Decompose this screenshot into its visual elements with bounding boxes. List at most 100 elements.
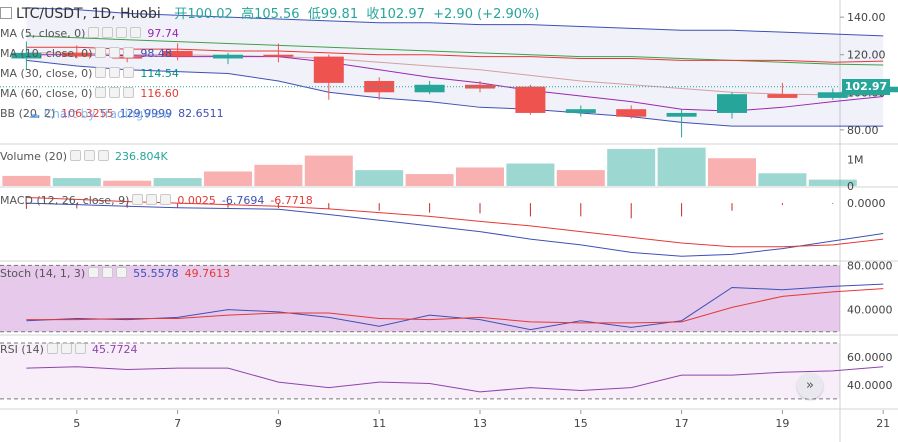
rsi-band-fill bbox=[0, 342, 840, 399]
open-value: 100.02 bbox=[187, 7, 233, 22]
legend-bb-basis: 106.3255 bbox=[61, 107, 114, 120]
eye-icon[interactable] bbox=[88, 267, 100, 278]
bollinger-upper-line bbox=[26, 7, 884, 37]
close-label: 收 bbox=[366, 7, 380, 22]
gear-icon[interactable] bbox=[146, 194, 158, 205]
low-value: 99.81 bbox=[320, 7, 359, 22]
legend-rsi[interactable]: RSI (14) 45.7724 bbox=[0, 343, 137, 357]
stoch-tick-label: 40.0000 bbox=[847, 304, 893, 317]
volume-bar bbox=[405, 174, 454, 186]
legend-ma60[interactable]: MA (60, close, 0) 116.60 bbox=[0, 87, 179, 101]
price-tick-label: 80.00 bbox=[847, 124, 879, 137]
gear-icon[interactable] bbox=[60, 343, 72, 354]
legend-bb[interactable]: BB (20, 2) 106.3255 129.9999 82.6511 bbox=[0, 107, 224, 121]
legend-ma30[interactable]: MA (30, close, 0) 114.54 bbox=[0, 67, 179, 81]
legend-stoch-k: 55.5578 bbox=[133, 267, 179, 280]
eye-icon[interactable] bbox=[70, 150, 81, 161]
volume-bar bbox=[657, 147, 706, 186]
gear-icon[interactable] bbox=[109, 67, 121, 78]
close-icon[interactable] bbox=[123, 87, 135, 98]
eye-icon[interactable] bbox=[95, 87, 107, 98]
change-value: +2.90 (+2.90%) bbox=[433, 7, 540, 22]
legend-stoch[interactable]: Stoch (14, 1, 3) 55.5578 49.7613 bbox=[0, 267, 230, 281]
legend-ma60-value: 116.60 bbox=[140, 87, 179, 100]
open-label: 开 bbox=[174, 7, 188, 22]
high-value: 105.56 bbox=[254, 7, 300, 22]
volume-bar bbox=[355, 170, 404, 186]
gear-icon[interactable] bbox=[84, 150, 95, 161]
legend-rsi-value: 45.7724 bbox=[91, 343, 138, 356]
legend-macd[interactable]: MACD (12, 26, close, 9) 0.0025 -6.7694 -6.7… bbox=[0, 194, 313, 208]
close-icon[interactable] bbox=[98, 150, 109, 161]
eye-icon[interactable] bbox=[46, 343, 58, 354]
legend-ma5[interactable]: MA (5, close, 0) 97.74 bbox=[0, 27, 179, 41]
close-icon[interactable] bbox=[123, 67, 135, 78]
close-icon[interactable] bbox=[74, 343, 86, 354]
eye-icon[interactable] bbox=[88, 27, 100, 38]
rsi-line bbox=[26, 366, 884, 393]
volume-bar bbox=[204, 171, 252, 186]
volume-bar bbox=[2, 175, 51, 186]
legend-ma10-value: 98.48 bbox=[140, 47, 172, 60]
legend-stoch-d: 49.7613 bbox=[184, 267, 231, 280]
time-tick-label: 19 bbox=[775, 417, 789, 430]
legend-macd-line: -6.7694 bbox=[221, 194, 265, 207]
symbol-title: LTC/USDT, 1D, Huobi bbox=[16, 6, 161, 22]
time-tick-label: 13 bbox=[473, 417, 487, 430]
time-tick-label: 21 bbox=[876, 417, 890, 430]
gear-icon[interactable] bbox=[102, 27, 114, 38]
eye-icon[interactable] bbox=[95, 67, 107, 78]
legend-macd-hist: 0.0025 bbox=[177, 194, 216, 207]
gear-icon[interactable] bbox=[109, 87, 121, 98]
bollinger-band-fill bbox=[26, 7, 884, 127]
close-icon[interactable] bbox=[123, 47, 135, 58]
collapse-icon[interactable] bbox=[0, 7, 12, 19]
legend-volume[interactable]: Volume (20) 236.804K bbox=[0, 150, 168, 164]
last-price-tag: 102.97 bbox=[842, 78, 890, 95]
scroll-to-latest-button[interactable]: » bbox=[797, 373, 823, 399]
candle-body bbox=[364, 81, 395, 93]
time-tick-label: 17 bbox=[675, 417, 689, 430]
macd-tick-label: 0.0000 bbox=[847, 197, 886, 210]
legend-macd-label: MACD (12, 26, close, 9) bbox=[0, 194, 130, 207]
double-chevron-right-icon: » bbox=[806, 378, 814, 393]
close-icon[interactable] bbox=[160, 194, 172, 205]
eye-icon[interactable] bbox=[95, 47, 107, 58]
eye-icon[interactable] bbox=[132, 194, 144, 205]
watermark-text: Chart by TradingView bbox=[43, 107, 172, 121]
volume-bar bbox=[708, 158, 756, 186]
price-tick-label: 140.00 bbox=[847, 11, 886, 24]
rsi-tick-label: 40.0000 bbox=[847, 379, 893, 392]
candle-body bbox=[414, 84, 445, 93]
candle-body bbox=[61, 52, 92, 57]
volume-bar bbox=[758, 173, 807, 186]
gear-icon[interactable] bbox=[102, 267, 114, 278]
legend-ma30-value: 114.54 bbox=[140, 67, 179, 80]
close-icon[interactable] bbox=[116, 267, 128, 278]
legend-volume-value: 236.804K bbox=[115, 150, 168, 163]
bollinger-lower-line bbox=[26, 59, 884, 127]
legend-ma60-label: MA (60, close, 0) bbox=[0, 87, 93, 100]
stoch-d-line bbox=[26, 288, 884, 324]
candle-body bbox=[263, 54, 294, 57]
time-tick-label: 11 bbox=[372, 417, 386, 430]
stoch-band-fill bbox=[0, 265, 840, 332]
gear-icon[interactable] bbox=[109, 47, 121, 58]
legend-ma5-value: 97.74 bbox=[147, 27, 179, 40]
candle-body bbox=[565, 109, 596, 113]
volume-tick-label: 0 bbox=[847, 180, 854, 193]
more-icon[interactable] bbox=[130, 27, 142, 38]
ma60-line bbox=[26, 46, 884, 63]
close-icon[interactable] bbox=[116, 27, 128, 38]
candle-body bbox=[213, 54, 243, 59]
volume-bar bbox=[254, 164, 303, 186]
watermark: ☁ Chart by TradingView bbox=[28, 107, 172, 121]
legend-rsi-label: RSI (14) bbox=[0, 343, 44, 356]
legend-ma10-label: MA (10, close, 0) bbox=[0, 47, 93, 60]
time-tick-label: 15 bbox=[574, 417, 588, 430]
volume-bar bbox=[103, 180, 152, 186]
volume-bar bbox=[304, 155, 353, 186]
symbol-header: LTC/USDT, 1D, Huobi 开100.02 高105.56 低99.… bbox=[0, 7, 539, 22]
legend-ma10[interactable]: MA (10, close, 0) 98.48 bbox=[0, 47, 172, 61]
